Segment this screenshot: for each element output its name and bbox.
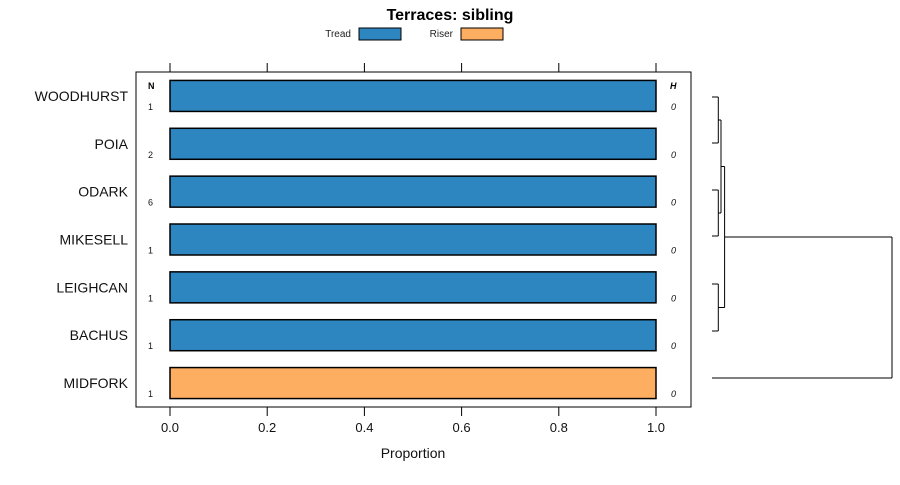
bar-tread-bachus	[169, 318, 657, 352]
category-label: LEIGHCAN	[56, 279, 128, 295]
n-value: 6	[148, 198, 153, 208]
category-label: MIDFORK	[63, 375, 128, 391]
x-tick-label: 0.6	[453, 420, 471, 435]
x-tick-label: 0.4	[355, 420, 373, 435]
category-label: WOODHURST	[35, 88, 129, 104]
category-label: POIA	[95, 136, 129, 152]
n-value: 1	[148, 102, 153, 112]
x-tick-label: 0.8	[550, 420, 568, 435]
plot-frame	[135, 71, 692, 408]
h-value: 0	[671, 198, 676, 208]
n-value: 1	[148, 389, 153, 399]
h-value: 0	[671, 341, 676, 351]
bar-tread-woodhurst	[169, 79, 657, 113]
x-axis-label: Proportion	[381, 445, 446, 461]
legend-swatch-tread	[358, 27, 402, 41]
h-value: 0	[671, 293, 676, 303]
bar-tread-odark	[169, 175, 657, 208]
bar-tread-leighcan	[169, 271, 657, 304]
x-tick-label: 0.2	[258, 420, 276, 435]
h-column-header: H	[670, 81, 677, 91]
dendrogram	[712, 96, 893, 379]
x-tick-label: 1.0	[647, 420, 665, 435]
n-column-header: N	[148, 81, 155, 91]
n-value: 2	[148, 150, 153, 160]
n-value: 1	[148, 341, 153, 351]
top-axis-ticks	[169, 63, 657, 72]
n-values: 1 2 6 1 1 1 1	[148, 102, 153, 399]
chart-title: Terraces: sibling	[387, 7, 514, 24]
legend-label-riser: Riser	[430, 29, 454, 40]
h-value: 0	[671, 102, 676, 112]
legend: Tread Riser	[325, 27, 504, 41]
category-labels: WOODHURST POIA ODARK MIKESELL LEIGHCAN BACHUS…	[35, 88, 129, 391]
bar-tread-mikesell	[169, 223, 657, 256]
bar-tread-poia	[169, 127, 657, 161]
category-label: ODARK	[78, 184, 128, 200]
category-label: MIKESELL	[60, 232, 129, 248]
legend-swatch-riser	[460, 27, 504, 41]
bars	[169, 79, 657, 400]
category-label: BACHUS	[70, 327, 128, 343]
x-axis: 0.0 0.2 0.4 0.6 0.8 1.0	[161, 407, 665, 435]
bar-riser-midfork	[169, 366, 657, 400]
x-tick-label: 0.0	[161, 420, 179, 435]
h-value: 0	[671, 150, 676, 160]
n-value: 1	[148, 246, 153, 256]
h-value: 0	[671, 246, 676, 256]
h-values: 0 0 0 0 0 0 0	[671, 102, 676, 399]
h-value: 0	[671, 389, 676, 399]
legend-label-tread: Tread	[325, 29, 351, 40]
n-value: 1	[148, 293, 153, 303]
